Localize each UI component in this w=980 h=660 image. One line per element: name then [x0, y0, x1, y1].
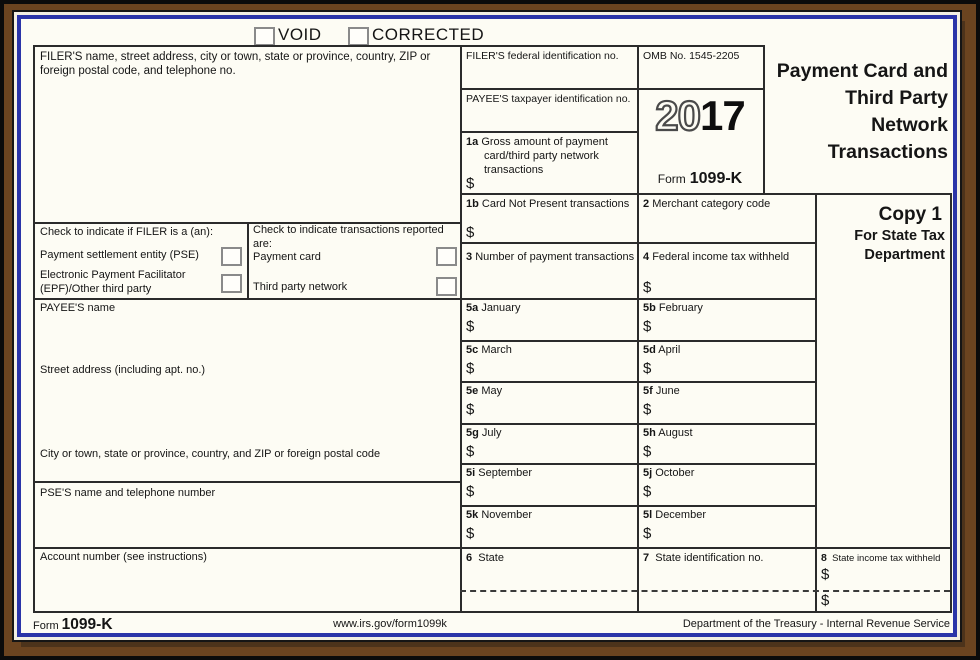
box-5c-label: 5c March	[466, 344, 512, 356]
tax-year-bold-digits: 17	[700, 92, 746, 139]
form-word: Form	[657, 172, 686, 186]
box-8-dollar-sign-top: $	[821, 566, 830, 583]
divider-line	[33, 481, 462, 483]
corrected-checkbox[interactable]	[348, 27, 369, 46]
divider-line	[637, 45, 639, 613]
box-5l-label: 5l December	[643, 509, 706, 521]
box-5d-label: 5d April	[643, 344, 681, 356]
tax-year: 2017	[637, 90, 763, 143]
box-1b-label: 1b Card Not Present transactions	[466, 198, 630, 210]
payee-tin-label: PAYEE'S taxpayer identification no.	[466, 93, 631, 105]
box-5e-dollar-sign: $	[466, 401, 475, 418]
footer-treasury-label: Department of the Treasury - Internal Re…	[682, 618, 950, 630]
corrected-label: CORRECTED	[372, 25, 485, 44]
divider-line	[763, 45, 765, 195]
box-5d-dollar-sign: $	[643, 360, 652, 377]
box-1a-label: 1a Gross amount of payment card/third pa…	[466, 136, 608, 176]
box-5c-dollar-sign: $	[466, 360, 475, 377]
divider-line	[460, 242, 817, 244]
filer-type-title: Check to indicate if FILER is a (an):	[40, 226, 214, 238]
box-5a-dollar-sign: $	[466, 318, 475, 335]
box-3-label: 3 Number of payment transactions	[466, 251, 635, 263]
divider-line	[460, 340, 817, 342]
box-6-label: 6 State	[466, 552, 504, 564]
box-5g-label: 5g July	[466, 427, 502, 439]
payment-card-checkbox[interactable]	[436, 247, 457, 266]
divider-line	[460, 45, 462, 613]
omb-number-label: OMB No. 1545-2205	[643, 50, 740, 62]
form-title: Payment Card and Third Party Network Tra…	[776, 60, 948, 163]
box-8-dollar-sign-bottom: $	[821, 592, 830, 609]
box-5g-dollar-sign: $	[466, 443, 475, 460]
epf-label: Electronic Payment Facilitator (EPF)/Oth…	[40, 269, 186, 295]
pse-checkbox[interactable]	[221, 247, 242, 266]
divider-line	[815, 193, 817, 613]
box-5f-dollar-sign: $	[643, 401, 652, 418]
box-8-label: 8 State income tax withheld	[821, 552, 941, 564]
box-5e-label: 5e May	[466, 385, 503, 397]
filer-address-label: FILER'S name, street address, city or to…	[40, 51, 431, 78]
divider-line	[33, 611, 952, 613]
footer-irs-url: www.irs.gov/form1099k	[333, 618, 447, 630]
box-5f-label: 5f June	[643, 385, 680, 397]
box-5b-dollar-sign: $	[643, 318, 652, 335]
divider-line	[33, 45, 765, 47]
form-number: 1099-K	[689, 170, 743, 187]
divider-line	[33, 45, 35, 613]
form-page: VOID CORRECTED	[17, 15, 957, 637]
void-label: VOID	[278, 25, 322, 44]
epf-checkbox[interactable]	[221, 274, 242, 293]
divider-line	[247, 222, 249, 300]
divider-line	[33, 298, 817, 300]
divider-line	[460, 88, 765, 90]
box-5j-label: 5j October	[643, 467, 695, 479]
divider-line	[460, 505, 817, 507]
box-4-dollar-sign: $	[643, 279, 652, 296]
box-5k-dollar-sign: $	[466, 525, 475, 542]
city-state-zip-label: City or town, state or province, country…	[40, 448, 381, 460]
void-checkbox[interactable]	[254, 27, 275, 46]
form-number-line: Form 1099-K	[637, 169, 763, 189]
street-address-label: Street address (including apt. no.)	[40, 364, 206, 376]
box-1a-number: 1a	[466, 136, 479, 148]
box-5a-label: 5a January	[466, 302, 521, 314]
tax-year-outline-digits: 20	[654, 91, 702, 140]
divider-line	[460, 381, 817, 383]
footer-form-number: Form 1099-K	[33, 616, 113, 633]
box-4-label: 4 Federal income tax withheld	[643, 251, 790, 263]
account-number-label: Account number (see instructions)	[40, 551, 207, 563]
pse-name-phone-label: PSE'S name and telephone number	[40, 487, 216, 499]
divider-line	[950, 193, 952, 613]
box-5i-dollar-sign: $	[466, 483, 475, 500]
payment-card-label: Payment card	[253, 251, 321, 263]
payee-name-label: PAYEE'S name	[40, 302, 116, 314]
box-2-label: 2 Merchant category code	[643, 198, 771, 210]
third-party-network-checkbox[interactable]	[436, 277, 457, 296]
filer-fed-id-label: FILER'S federal identification no.	[466, 50, 619, 62]
box-5k-label: 5k November	[466, 509, 533, 521]
box-5b-label: 5b February	[643, 302, 703, 314]
box-5h-dollar-sign: $	[643, 443, 652, 460]
box-7-label: 7 State identification no.	[643, 552, 764, 564]
box-5h-label: 5h August	[643, 427, 693, 439]
divider-line	[460, 131, 639, 133]
pse-label: Payment settlement entity (PSE)	[40, 249, 199, 261]
third-party-network-label: Third party network	[253, 281, 348, 293]
copy-recipient: For State Tax Department	[854, 228, 945, 263]
transactions-type-title: Check to indicate transactions reported …	[253, 224, 444, 250]
divider-line	[33, 547, 952, 549]
state-row-dashed-line	[460, 590, 950, 592]
box-5l-dollar-sign: $	[643, 525, 652, 542]
divider-line	[33, 222, 462, 224]
divider-line	[460, 463, 817, 465]
copy-number: Copy 1	[878, 204, 942, 225]
box-1b-dollar-sign: $	[466, 224, 475, 241]
box-1a-dollar-sign: $	[466, 175, 475, 192]
box-5i-label: 5i September	[466, 467, 533, 479]
box-5j-dollar-sign: $	[643, 483, 652, 500]
divider-line	[460, 193, 952, 195]
divider-line	[460, 423, 817, 425]
